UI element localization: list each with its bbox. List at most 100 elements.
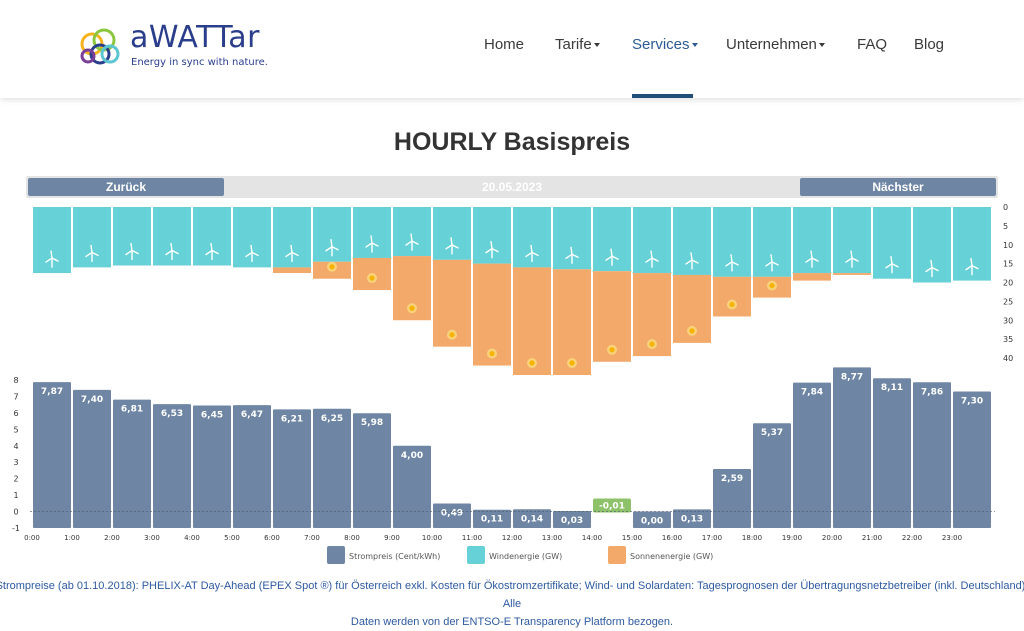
- price-bar: [513, 509, 551, 528]
- wind-turbine-icon: [205, 242, 219, 261]
- nav-blog-label: Blog: [914, 36, 945, 53]
- price-data-label: 5,37: [761, 428, 783, 438]
- solar-bar: [513, 267, 551, 375]
- price-bar: [193, 405, 231, 528]
- price-data-label: 6,45: [201, 410, 223, 420]
- wind-turbine-icon: [165, 242, 179, 261]
- price-data-label: 6,53: [161, 409, 183, 419]
- price-bar: [353, 413, 391, 528]
- nav-tarife[interactable]: Tarife: [555, 36, 600, 56]
- price-data-label: 7,30: [961, 397, 983, 407]
- sun-icon: [727, 299, 737, 310]
- x-axis-tick: 16:00: [662, 534, 682, 542]
- x-axis-tick: 17:00: [702, 534, 722, 542]
- price-bar: [553, 511, 591, 528]
- price-data-label: 2,59: [721, 474, 743, 484]
- price-axis-tick: 2: [13, 475, 18, 484]
- price-bar: [633, 511, 671, 528]
- x-axis-tick: 9:00: [384, 534, 400, 542]
- legend-label: Strompreis (Cent/kWh): [349, 552, 440, 561]
- sun-icon: [327, 261, 337, 272]
- x-axis-tick: 6:00: [264, 534, 280, 542]
- price-axis-tick: 5: [13, 425, 18, 434]
- legend-swatch: [327, 546, 345, 564]
- price-bar: [393, 445, 431, 528]
- wind-turbine-icon: [405, 233, 419, 251]
- wind-turbine-icon: [45, 250, 59, 268]
- price-bar: [873, 378, 911, 528]
- wind-turbine-icon: [285, 244, 299, 263]
- energy-axis-tick: 5: [1003, 222, 1008, 231]
- price-axis-tick: 1: [13, 491, 18, 500]
- energy-axis-tick: 30: [1003, 316, 1013, 325]
- wind-turbine-icon: [925, 259, 939, 278]
- price-bar-negative: [593, 498, 631, 513]
- sun-icon: [527, 357, 537, 368]
- data-source-footnote: Strompreise (ab 01.10.2018): PHELIX-AT D…: [0, 577, 1024, 631]
- x-axis-tick: 21:00: [862, 534, 882, 542]
- x-axis-tick: 2:00: [104, 534, 120, 542]
- price-data-label: 6,81: [121, 405, 143, 415]
- wind-turbine-icon: [605, 248, 619, 266]
- x-axis-tick: 4:00: [184, 534, 200, 542]
- price-bar: [953, 391, 991, 528]
- next-day-button[interactable]: Nächster: [800, 178, 996, 196]
- sun-icon: [367, 273, 377, 284]
- nav-faq-label: FAQ: [857, 36, 888, 53]
- page-title: HOURLY Basispreis: [393, 128, 631, 156]
- wind-turbine-icon: [965, 257, 979, 276]
- price-data-label: 6,47: [241, 410, 263, 420]
- wind-turbine-icon: [565, 246, 579, 264]
- active-nav-indicator: [632, 94, 693, 98]
- energy-axis-tick: 35: [1003, 335, 1013, 344]
- sun-icon: [607, 344, 617, 355]
- price-bar: [233, 405, 271, 528]
- solar-bar: [713, 276, 751, 317]
- price-data-label: 6,21: [281, 414, 303, 424]
- price-data-label: 0,11: [481, 515, 503, 525]
- awattar-logo[interactable]: aWATTar Energy in sync with nature.: [78, 20, 278, 74]
- legend-swatch: [467, 546, 485, 564]
- nav-home-label: Home: [484, 36, 525, 53]
- x-axis-tick: 14:00: [582, 534, 602, 542]
- price-bar: [33, 382, 71, 528]
- current-date: 20.05.2023: [481, 180, 543, 194]
- nav-services-label: Services: [632, 36, 690, 53]
- x-axis-tick: 18:00: [742, 534, 762, 542]
- price-bar: [153, 404, 191, 528]
- nav-home[interactable]: Home: [484, 36, 524, 56]
- price-bar: [273, 409, 311, 528]
- wind-turbine-icon: [485, 240, 499, 259]
- wind-turbine-icon: [765, 254, 779, 272]
- logo-circles-icon: [80, 28, 120, 65]
- price-bar: [113, 399, 151, 528]
- logo-wordmark: aWATTar: [130, 20, 260, 55]
- solar-bar: [793, 273, 831, 281]
- solar-bar: [833, 273, 871, 275]
- caret-down-icon: [593, 43, 600, 48]
- wind-turbine-icon: [445, 237, 459, 255]
- price-data-label: 8,77: [841, 372, 863, 382]
- nav-faq[interactable]: FAQ: [857, 36, 887, 56]
- price-axis-tick: 3: [13, 458, 18, 467]
- nav-unternehmen[interactable]: Unternehmen: [726, 36, 825, 56]
- x-axis-tick: 20:00: [822, 534, 842, 542]
- solar-bar: [273, 267, 311, 274]
- wind-turbine-icon: [645, 250, 659, 268]
- wind-turbine-icon: [245, 244, 259, 263]
- nav-services[interactable]: Services: [632, 36, 698, 56]
- nav-blog[interactable]: Blog: [914, 36, 944, 56]
- wind-turbine-icon: [885, 256, 899, 274]
- logo-tagline: Energy in sync with nature.: [131, 57, 268, 68]
- price-data-label: 0,14: [521, 514, 543, 524]
- hourly-price-chart: 0 5 10 15 20 25 30 35 40 -1 0 1 2 3 4 5 6 7 8 7,87 0:00 7,40 1…: [12, 203, 1013, 564]
- previous-day-button[interactable]: Zurück: [28, 178, 224, 196]
- energy-axis-tick: 40: [1003, 354, 1013, 363]
- price-data-label: 8,11: [881, 383, 903, 393]
- energy-axis-tick: 25: [1003, 297, 1013, 306]
- sun-icon: [687, 325, 697, 336]
- energy-axis-tick: 15: [1003, 260, 1013, 269]
- x-axis-tick: 10:00: [422, 534, 442, 542]
- nav-unternehmen-label: Unternehmen: [726, 36, 817, 53]
- x-axis-tick: 1:00: [64, 534, 80, 542]
